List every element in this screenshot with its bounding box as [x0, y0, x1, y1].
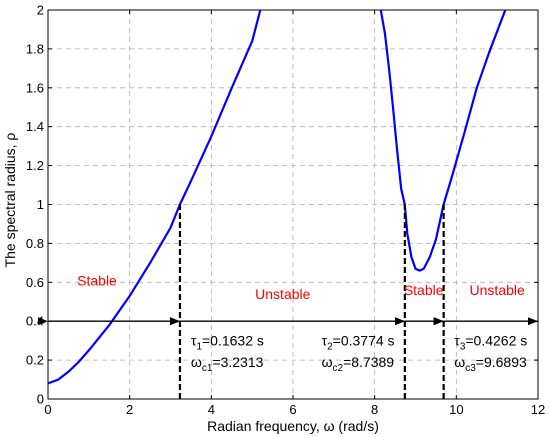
omega-symbol: ω: [454, 354, 465, 370]
region-label: Unstable: [255, 286, 310, 302]
x-tick-label: 0: [44, 402, 51, 417]
x-tick-label: 2: [126, 402, 133, 417]
tau-subscript: 3: [460, 342, 466, 353]
y-tick-label: 1.6: [26, 80, 44, 95]
x-tick-label: 6: [289, 402, 296, 417]
spectral-radius-curve: [48, 10, 262, 385]
y-tick-label: 1: [37, 197, 44, 212]
omega-annotation: ωc3=9.6893: [454, 354, 527, 374]
omega-value: =3.2313: [212, 354, 263, 370]
omega-symbol: ω: [191, 354, 202, 370]
omega-annotation: ωc1=3.2313: [191, 354, 264, 374]
omega-subscript: c3: [465, 363, 476, 374]
y-tick-label: 1.8: [26, 41, 44, 56]
tau-symbol: τ: [191, 333, 197, 349]
tau-subscript: 1: [196, 342, 202, 353]
y-tick-label: 1.2: [26, 158, 44, 173]
x-axis-label: Radian frequency, ω (rad/s): [207, 418, 379, 434]
y-tick-labels: 0 0.2 0.4 0.6 0.8 1 1.2 1.4 1.6 1.8 2: [26, 3, 44, 407]
tau-annotation: τ1=0.1632 s: [191, 333, 264, 353]
x-tick-label: 4: [208, 402, 215, 417]
tau-value: =0.1632 s: [202, 333, 264, 349]
plot-frame: [47, 9, 539, 400]
region-label: Stable: [404, 282, 444, 298]
region-label: Unstable: [470, 282, 525, 298]
omega-value: =8.7389: [343, 354, 394, 370]
tau-subscript: 2: [327, 342, 333, 353]
tau-value: =0.3774 s: [333, 333, 395, 349]
y-tick-label: 0.2: [26, 353, 44, 368]
y-tick-label: 0.6: [26, 275, 44, 290]
critical-lines: [178, 204, 445, 399]
y-tick-label: 0.8: [26, 236, 44, 251]
omega-value: =9.6893: [476, 354, 527, 370]
tau-annotation: τ2=0.3774 s: [322, 333, 395, 353]
omega-annotation: ωc2=8.7389: [322, 354, 395, 374]
omega-subscript: c2: [333, 363, 344, 374]
tau-symbol: τ: [322, 333, 328, 349]
y-axis-label: The spectral radius, ρ: [2, 133, 18, 268]
y-tick-label: 2: [37, 3, 44, 18]
omega-symbol: ω: [322, 354, 333, 370]
x-tick-label: 8: [371, 402, 378, 417]
region-labels: Stable Unstable Stable Unstable: [77, 272, 525, 302]
y-tick-label: 0: [37, 392, 44, 407]
series-group: [48, 10, 507, 385]
y-tick-label: 0.4: [26, 314, 44, 329]
x-tick-label: 10: [449, 402, 463, 417]
y-tick-label: 1.4: [26, 119, 44, 134]
omega-subscript: c1: [202, 363, 213, 374]
tau-symbol: τ: [454, 333, 460, 349]
tau-annotation: τ3=0.4262 s: [454, 333, 527, 353]
x-tick-labels: 0 2 4 6 8 10 12: [44, 402, 545, 417]
region-label: Stable: [77, 272, 117, 288]
spectral-radius-curve: [379, 10, 507, 272]
tau-value: =0.4262 s: [465, 333, 527, 349]
x-tick-label: 12: [531, 402, 545, 417]
